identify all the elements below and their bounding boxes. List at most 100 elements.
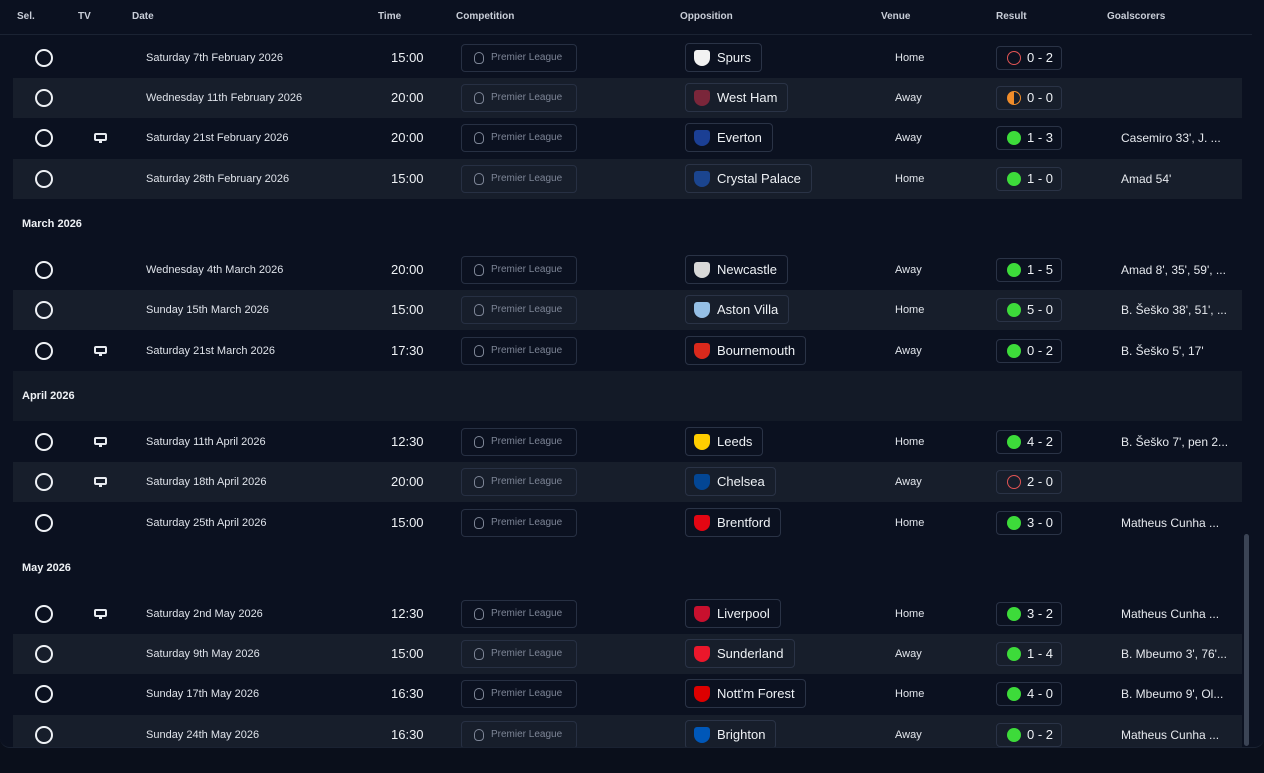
opposition-name: Bournemouth: [717, 343, 796, 358]
competition-badge[interactable]: Premier League: [461, 84, 577, 112]
result-badge[interactable]: 1 - 5: [996, 258, 1062, 282]
tv-stand: [99, 485, 102, 487]
tv-stand: [99, 445, 102, 447]
header-result[interactable]: Result: [996, 11, 1027, 22]
competition-badge[interactable]: Premier League: [461, 680, 577, 708]
opposition-button[interactable]: Brentford: [685, 508, 782, 537]
select-radio[interactable]: [35, 89, 53, 107]
result-badge[interactable]: 4 - 0: [996, 682, 1062, 706]
club-crest-icon: [694, 474, 710, 490]
select-radio[interactable]: [35, 514, 53, 532]
tv-screen: [94, 609, 107, 617]
header-venue[interactable]: Venue: [881, 11, 911, 22]
table-row[interactable]: Saturday 21st February 2026 20:00 Premier …: [13, 118, 1242, 158]
result-badge[interactable]: 1 - 3: [996, 126, 1062, 150]
table-row[interactable]: Sunday 15th March 2026 15:00 Premier Leagu…: [13, 290, 1242, 330]
opposition-button[interactable]: Crystal Palace: [685, 164, 812, 193]
premier-league-icon: [474, 132, 484, 144]
table-row[interactable]: Saturday 21st March 2026 17:30 Premier Lea…: [13, 331, 1242, 371]
competition-badge[interactable]: Premier League: [461, 600, 577, 628]
fixture-date: Sunday 17th May 2026: [146, 688, 260, 700]
result-badge[interactable]: 1 - 4: [996, 642, 1062, 666]
select-radio[interactable]: [35, 261, 53, 279]
month-band: [13, 199, 1242, 249]
table-row[interactable]: Saturday 9th May 2026 15:00 Premier League…: [13, 634, 1242, 674]
select-radio[interactable]: [35, 49, 53, 67]
competition-badge[interactable]: Premier League: [461, 428, 577, 456]
opposition-button[interactable]: Liverpool: [685, 599, 781, 628]
table-row[interactable]: Sunday 17th May 2026 16:30 Premier League N…: [13, 674, 1242, 714]
result-score: 3 - 2: [1027, 606, 1054, 621]
select-radio[interactable]: [35, 301, 53, 319]
result-badge[interactable]: 0 - 2: [996, 723, 1062, 747]
competition-badge[interactable]: Premier League: [461, 124, 577, 152]
opposition-button[interactable]: Newcastle: [685, 255, 788, 284]
header-opposition[interactable]: Opposition: [680, 11, 733, 22]
fixture-venue: Home: [895, 52, 925, 64]
result-badge[interactable]: 3 - 0: [996, 511, 1062, 535]
header-date[interactable]: Date: [132, 11, 154, 22]
table-row[interactable]: Saturday 18th April 2026 20:00 Premier Lea…: [13, 462, 1242, 502]
table-row[interactable]: Sunday 24th May 2026 16:30 Premier League B…: [13, 715, 1242, 747]
opposition-button[interactable]: Everton: [685, 123, 773, 152]
select-radio[interactable]: [35, 605, 53, 623]
fixture-time: 15:00: [391, 302, 424, 317]
competition-badge[interactable]: Premier League: [461, 44, 577, 72]
header-tv[interactable]: TV: [78, 11, 91, 22]
result-badge[interactable]: 0 - 0: [996, 86, 1062, 110]
competition-badge[interactable]: Premier League: [461, 256, 577, 284]
opposition-button[interactable]: West Ham: [685, 83, 789, 112]
tv-screen: [94, 346, 107, 354]
club-crest-icon: [694, 646, 710, 662]
select-radio[interactable]: [35, 685, 53, 703]
result-badge[interactable]: 0 - 2: [996, 46, 1062, 70]
result-badge[interactable]: 0 - 2: [996, 339, 1062, 363]
result-badge[interactable]: 1 - 0: [996, 167, 1062, 191]
opposition-button[interactable]: Nott'm Forest: [685, 679, 806, 708]
competition-badge[interactable]: Premier League: [461, 337, 577, 365]
opposition-button[interactable]: Spurs: [685, 43, 762, 72]
select-radio[interactable]: [35, 473, 53, 491]
competition-badge[interactable]: Premier League: [461, 165, 577, 193]
competition-badge[interactable]: Premier League: [461, 721, 577, 747]
select-radio[interactable]: [35, 342, 53, 360]
select-radio[interactable]: [35, 170, 53, 188]
table-row[interactable]: Saturday 2nd May 2026 12:30 Premier League…: [13, 594, 1242, 634]
fixtures-panel: Sel. TV Date Time Competition Opposition…: [0, 11, 1264, 748]
opposition-button[interactable]: Bournemouth: [685, 336, 807, 365]
header-competition[interactable]: Competition: [456, 11, 515, 22]
table-row[interactable]: Saturday 28th February 2026 15:00 Premier …: [13, 159, 1242, 199]
club-crest-icon: [694, 606, 710, 622]
table-row[interactable]: Wednesday 4th March 2026 20:00 Premier Lea…: [13, 250, 1242, 290]
header-goalscorers[interactable]: Goalscorers: [1107, 11, 1166, 22]
header-time[interactable]: Time: [378, 11, 402, 22]
result-badge[interactable]: 2 - 0: [996, 470, 1062, 494]
result-badge[interactable]: 4 - 2: [996, 430, 1062, 454]
result-score: 0 - 2: [1027, 727, 1054, 742]
result-badge[interactable]: 5 - 0: [996, 298, 1062, 322]
select-radio[interactable]: [35, 433, 53, 451]
result-badge[interactable]: 3 - 2: [996, 602, 1062, 626]
table-row[interactable]: Wednesday 11th February 2026 20:00 Premier…: [13, 78, 1242, 118]
fixture-time: 12:30: [391, 434, 424, 449]
vertical-scrollbar[interactable]: [1244, 534, 1249, 746]
select-radio[interactable]: [35, 129, 53, 147]
table-row[interactable]: Saturday 7th February 2026 15:00 Premier L…: [13, 38, 1242, 78]
opposition-button[interactable]: Chelsea: [685, 467, 776, 496]
opposition-button[interactable]: Aston Villa: [685, 295, 790, 324]
premier-league-icon: [474, 476, 484, 488]
select-radio[interactable]: [35, 726, 53, 744]
opposition-button[interactable]: Sunderland: [685, 639, 795, 668]
table-row[interactable]: Saturday 11th April 2026 12:30 Premier Lea…: [13, 422, 1242, 462]
competition-badge[interactable]: Premier League: [461, 468, 577, 496]
select-radio[interactable]: [35, 645, 53, 663]
opposition-button[interactable]: Leeds: [685, 427, 764, 456]
header-sel[interactable]: Sel.: [17, 11, 35, 22]
competition-badge[interactable]: Premier League: [461, 296, 577, 324]
club-crest-icon: [694, 727, 710, 743]
competition-badge[interactable]: Premier League: [461, 640, 577, 668]
opposition-button[interactable]: Brighton: [685, 720, 777, 747]
win-indicator-icon: [1007, 344, 1021, 358]
competition-badge[interactable]: Premier League: [461, 509, 577, 537]
table-row[interactable]: Saturday 25th April 2026 15:00 Premier Lea…: [13, 503, 1242, 543]
